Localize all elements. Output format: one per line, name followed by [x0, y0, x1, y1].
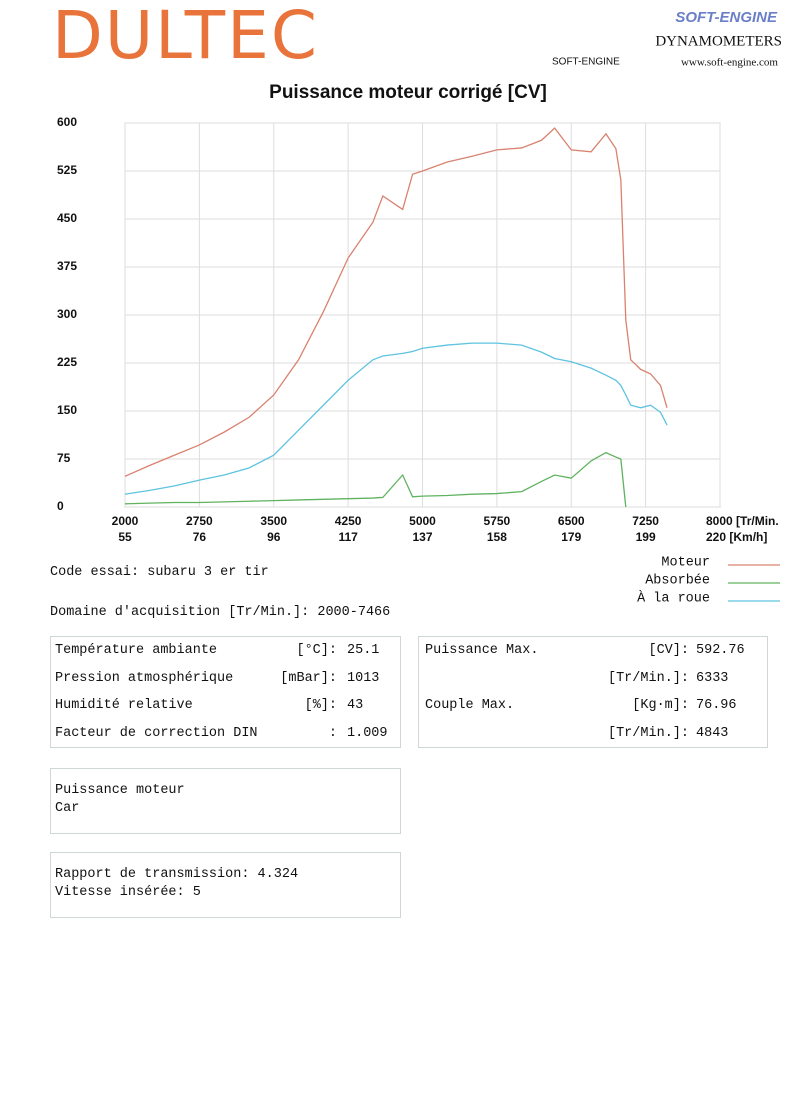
info-value: 76.96: [696, 698, 737, 713]
info-label: Température ambiante: [55, 643, 218, 658]
y-tick-label: 225: [57, 355, 77, 369]
x-tick-label: 4250: [335, 514, 362, 528]
info-row: Température ambiante [°C]: 25.1: [51, 643, 400, 661]
test-range: Domaine d'acquisition [Tr/Min.]: 2000-74…: [50, 605, 391, 620]
info-unit: :: [328, 725, 337, 741]
x2-tick-label: 158: [487, 530, 507, 544]
x-tick-label: 5750: [484, 514, 511, 528]
info-label: Puissance Max.: [425, 643, 539, 658]
transmission-box: Rapport de transmission: 4.324 Vitesse in…: [50, 852, 401, 918]
info-text: Puissance moteur: [55, 783, 185, 798]
info-value: 1.009: [347, 725, 388, 741]
results-box: Puissance Max. [CV]: 592.76 [Tr/Min.]: 6333 C…: [418, 636, 768, 748]
info-text: Rapport de transmission: 4.324: [55, 867, 299, 882]
x-tick-label: 3500: [260, 514, 287, 528]
x-tick-label: 8000 [Tr/Min.: [706, 514, 779, 528]
y-tick-label: 300: [57, 307, 77, 321]
info-unit: [CV]:: [648, 643, 689, 658]
y-tick-label: 600: [57, 115, 77, 129]
series-line: [124, 342, 668, 495]
y-tick-label: 75: [57, 451, 71, 465]
info-unit: [Kg·m]:: [632, 698, 689, 713]
series-line: [124, 451, 627, 508]
x2-tick-label: 137: [412, 530, 432, 544]
info-value: 592.76: [696, 643, 745, 658]
x-tick-label: 2750: [186, 514, 213, 528]
info-value: 43: [347, 698, 364, 713]
info-label: Facteur de correction DIN: [55, 725, 258, 741]
conditions-box: Température ambiante [°C]: 25.1 Pression at…: [50, 636, 401, 748]
info-label: Couple Max.: [425, 698, 515, 713]
x2-tick-label: 117: [338, 530, 358, 544]
x-tick-label: 5000: [409, 514, 436, 528]
brand: SOFT-ENGINE: [675, 9, 778, 26]
info-line: Rapport de transmission: 4.324: [51, 867, 400, 885]
info-unit: [mBar]:: [280, 670, 337, 686]
x2-tick-label: 199: [636, 530, 656, 544]
legend-label: À la roue: [637, 591, 710, 607]
x2-tick-label: 179: [561, 530, 581, 544]
info-value: 4843: [696, 725, 729, 741]
info-row: Humidité relative [%]: 43: [51, 698, 400, 716]
info-unit: [%]:: [304, 698, 337, 713]
chart-title: Puissance moteur corrigé [CV]: [269, 82, 547, 103]
info-label: Pression atmosphérique: [55, 670, 234, 686]
website: www.soft-engine.com: [681, 57, 778, 69]
info-row: [Tr/Min.]: 6333: [419, 671, 767, 689]
y-tick-label: 375: [57, 259, 77, 273]
info-unit: [°C]:: [296, 643, 337, 658]
info-row: [Tr/Min.]: 4843: [419, 726, 767, 744]
x2-tick-label: 220 [Km/h]: [706, 530, 767, 544]
notes-box: Puissance moteur Car: [50, 768, 401, 834]
brand-tag: SOFT-ENGINE: [552, 57, 620, 68]
y-tick-label: 525: [57, 163, 77, 177]
x-tick-label: 7250: [632, 514, 659, 528]
info-row: Puissance Max. [CV]: 592.76: [419, 643, 767, 661]
x-tick-label: 6500: [558, 514, 585, 528]
legend-label: Moteur: [661, 556, 710, 571]
info-unit: [Tr/Min.]:: [607, 725, 689, 741]
logo: DULTEC: [52, 0, 319, 74]
brand-sub: DYNAMOMETERS: [655, 33, 782, 49]
info-text: Car: [55, 801, 80, 816]
info-row: Pression atmosphérique [mBar]: 1013: [51, 671, 400, 689]
y-tick-label: 0: [57, 499, 64, 513]
x2-tick-label: 55: [118, 530, 132, 544]
info-value: 1013: [347, 670, 380, 686]
y-tick-label: 450: [57, 211, 77, 225]
info-row: Facteur de correction DIN:1.009: [51, 726, 400, 744]
info-row: Couple Max. [Kg·m]: 76.96: [419, 698, 767, 716]
info-value: 6333: [696, 670, 729, 686]
info-unit: [Tr/Min.]:: [607, 670, 689, 686]
test-code: Code essai: subaru 3 er tir: [50, 565, 269, 580]
info-line: Puissance moteur: [51, 783, 400, 801]
info-text: Vitesse insérée: 5: [55, 885, 201, 900]
legend-label: Absorbée: [645, 574, 710, 589]
info-label: Humidité relative: [55, 698, 193, 713]
info-value: 25.1: [347, 643, 380, 658]
x-tick-label: 2000: [112, 514, 139, 528]
y-tick-label: 150: [57, 403, 77, 417]
info-line: Car: [51, 801, 400, 819]
series-line: [124, 127, 668, 477]
x2-tick-label: 76: [193, 530, 207, 544]
info-line: Vitesse insérée: 5: [51, 885, 400, 903]
x2-tick-label: 96: [267, 530, 281, 544]
